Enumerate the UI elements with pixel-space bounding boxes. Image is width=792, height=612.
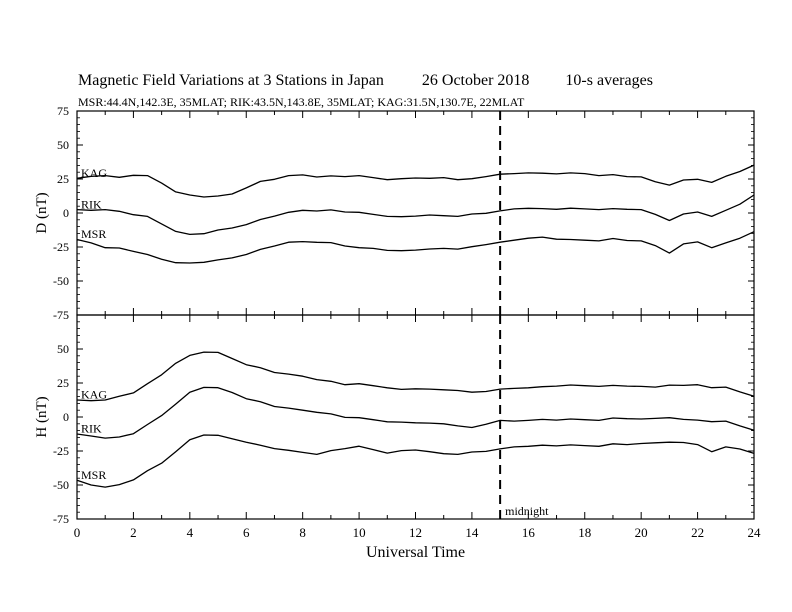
series-d-rik-label: RIK (81, 197, 102, 211)
xtick-label: 4 (187, 525, 194, 540)
xtick-label: 2 (130, 525, 137, 540)
xtick-label: 12 (409, 525, 422, 540)
panel-h-ytick-label: -25 (53, 444, 69, 458)
midnight-label: midnight (505, 504, 549, 518)
xtick-label: 24 (748, 525, 762, 540)
series-d-rik-line (76, 194, 755, 236)
xtick-label: 6 (243, 525, 250, 540)
xtick-label: 0 (74, 525, 81, 540)
series-h-rik-label: RIK (81, 422, 102, 436)
panel-h-frame (76, 314, 755, 520)
xtick-label: 8 (299, 525, 306, 540)
series-h-kag-label: KAG (81, 388, 107, 402)
series-d-kag-line (76, 164, 755, 198)
series-h-msr-label: MSR (81, 468, 106, 482)
panel-d-ytick-label: 75 (57, 104, 69, 118)
series-h-rik-line (76, 386, 755, 439)
series-d-kag-label: KAG (81, 166, 107, 180)
xtick-label: 16 (522, 525, 536, 540)
panel-h-ytick-label: 0 (63, 410, 69, 424)
panel-d-ytick-label: 0 (63, 206, 69, 220)
title-main-text: Magnetic Field Variations at 3 Stations … (78, 72, 384, 89)
panel-h-ytick-label: 50 (57, 342, 69, 356)
xtick-label: 14 (465, 525, 479, 540)
title-date: 26 October 2018 (421, 72, 530, 89)
xtick-label: 18 (578, 525, 591, 540)
panel-h-ytick-label: -50 (53, 478, 69, 492)
xlabel: Universal Time (366, 544, 465, 561)
station-list: MSR:44.4N,142.3E, 35MLAT; RIK:43.5N,143.… (78, 95, 525, 109)
panel-d-ytick-label: -50 (53, 274, 69, 288)
series-h-msr-line (76, 434, 755, 488)
panel-h-ytick-label: 25 (57, 376, 69, 390)
panel-d-ytick-label: 50 (57, 138, 69, 152)
chart-title: Magnetic Field Variations at 3 Stations … (78, 72, 653, 90)
panel-d-ytick-label: 25 (57, 172, 69, 186)
series-d-msr-line (76, 231, 755, 264)
panel-d-ylabel: D (nT) (34, 192, 50, 233)
panel-h-ylabel: H (nT) (34, 396, 50, 437)
title-cadence: 10-s averages (565, 72, 653, 89)
panel-d-ytick-label: -25 (53, 240, 69, 254)
series-h-kag-line (76, 351, 755, 402)
series-d-msr-label: MSR (81, 227, 106, 241)
xtick-label: 20 (635, 525, 648, 540)
panel-d-ytick-label: -75 (53, 308, 69, 322)
xtick-label: 22 (691, 525, 704, 540)
panel-h-ytick-label: -75 (53, 512, 69, 526)
xtick-label: 10 (353, 525, 366, 540)
